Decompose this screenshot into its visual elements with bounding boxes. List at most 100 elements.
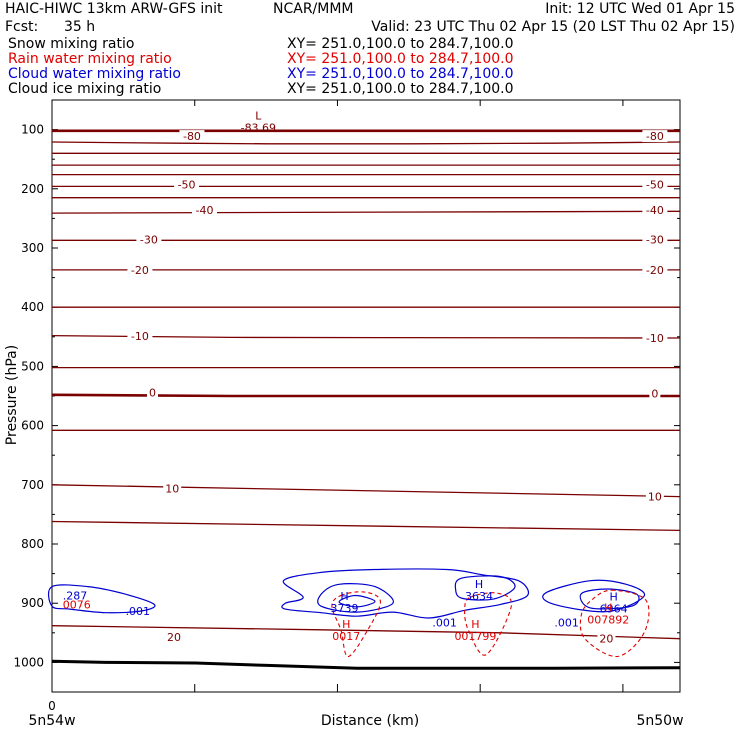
temperature-label: -30 xyxy=(140,234,158,247)
temperature-label: 10 xyxy=(165,482,179,495)
temperature-label: -40 xyxy=(646,204,664,217)
cloud_water-label: .287 xyxy=(63,590,88,603)
legend-cloud-water: Cloud water mixing ratio xyxy=(8,66,181,82)
temperature-label: -10 xyxy=(646,332,664,345)
forecast-hour: 35 h xyxy=(64,19,95,35)
temperature-label-bg xyxy=(127,330,153,343)
org-label: NCAR/MMM xyxy=(273,1,354,17)
temperature-label: -10 xyxy=(131,330,149,343)
legend-rain-xy: XY= 251.0,100.0 to 284.7,100.0 xyxy=(287,51,514,67)
x-tick-label: 0 xyxy=(48,699,56,713)
temperature-isoline xyxy=(51,210,681,214)
y-tick-label: 1000 xyxy=(13,655,44,669)
temperature-label-bg xyxy=(163,482,182,495)
legend-snow: Snow mixing ratio xyxy=(8,36,134,52)
cloud_water-label: .001 xyxy=(126,605,150,618)
legend-cloud-ice: Cloud ice mixing ratio xyxy=(8,81,161,97)
temperature-label: 20 xyxy=(599,633,613,646)
y-tick-label: 300 xyxy=(21,241,44,255)
extremum-marker: H xyxy=(340,590,348,603)
extremum-marker: L xyxy=(255,109,262,122)
temperature-label: 10 xyxy=(648,491,662,504)
y-tick-label: 400 xyxy=(21,300,44,314)
valid-time: Valid: 23 UTC Thu 02 Apr 15 (20 LST Thu … xyxy=(371,19,735,35)
temperature-label: -50 xyxy=(178,179,196,192)
temperature-label: -50 xyxy=(646,179,664,192)
temperature-isoline xyxy=(51,625,681,640)
x-start-label: 5n54w xyxy=(28,713,75,729)
temperature-label: -30 xyxy=(646,234,664,247)
temperature-label: -80 xyxy=(183,130,201,143)
y-tick-label: 600 xyxy=(21,419,44,433)
temperature-label-bg xyxy=(179,130,205,143)
extremum-value: 3739 xyxy=(330,602,358,615)
extremum-value: 007892 xyxy=(587,613,629,626)
temperature-label-bg xyxy=(127,263,153,276)
temperature-label-bg xyxy=(649,387,661,400)
y-tick-label: 500 xyxy=(21,359,44,373)
y-tick-label: 900 xyxy=(21,596,44,610)
temperature-label-bg xyxy=(174,178,200,191)
temperature-label-bg xyxy=(146,386,158,399)
extremum-marker: H xyxy=(475,578,483,591)
forecast-label: Fcst: xyxy=(5,19,38,35)
legend-cloud-water-xy: XY= 251.0,100.0 to 284.7,100.0 xyxy=(287,66,514,82)
temperature-label-bg xyxy=(165,630,184,643)
temperature-label: -20 xyxy=(646,264,664,277)
temperature-isoline xyxy=(51,484,681,498)
extremum-value: 3634 xyxy=(465,590,493,603)
init-time: Init: 12 UTC Wed 01 Apr 15 xyxy=(545,1,735,17)
temperature-label-bg xyxy=(136,233,162,246)
cloud-water-contour xyxy=(47,584,156,614)
temperature-label-bg xyxy=(642,130,668,143)
temperature-label-bg xyxy=(192,204,218,217)
extremum-value: 6964 xyxy=(600,603,628,616)
legend-cloud-ice-xy: XY= 251.0,100.0 to 284.7,100.0 xyxy=(287,81,514,97)
rain_water-label: 0076 xyxy=(63,598,91,611)
temperature-label-bg xyxy=(642,178,668,191)
extremum-marker: H xyxy=(342,618,350,631)
temperature-label: -20 xyxy=(131,264,149,277)
extremum-value: -83.69 xyxy=(241,121,276,134)
temperature-label: 20 xyxy=(167,631,181,644)
extremum-value: 001799 xyxy=(454,630,496,643)
temperature-label-bg xyxy=(642,331,668,344)
temperature-label-bg xyxy=(642,233,668,246)
extremum-marker: H xyxy=(471,618,479,631)
model-title: HAIC-HIWC 13km ARW-GFS init xyxy=(5,1,223,17)
temperature-isoline xyxy=(51,141,681,145)
y-tick-label: 800 xyxy=(21,537,44,551)
temperature-label-bg xyxy=(597,632,616,645)
temperature-label-bg xyxy=(642,204,668,217)
y-tick-label: 700 xyxy=(21,478,44,492)
y-axis-title: Pressure (hPa) xyxy=(4,345,20,445)
cloud_water-label: .001 xyxy=(554,617,579,630)
temperature-label: -80 xyxy=(646,130,664,143)
legend-snow-xy: XY= 251.0,100.0 to 284.7,100.0 xyxy=(287,36,514,52)
extremum-marker: H xyxy=(609,591,617,604)
x-axis-title: Distance (km) xyxy=(321,713,419,729)
legend-rain: Rain water mixing ratio xyxy=(8,51,172,67)
temperature-label: -40 xyxy=(196,204,214,217)
temperature-label: 0 xyxy=(651,388,658,401)
extremum-value: 0017 xyxy=(332,630,360,643)
extremum-marker: H xyxy=(604,601,612,614)
cloud-water-contour xyxy=(542,579,646,613)
temperature-isoline xyxy=(51,520,681,532)
x-end-label: 5n50w xyxy=(636,713,683,729)
cloud-water-contour xyxy=(317,583,394,613)
temperature-isoline xyxy=(51,334,681,339)
y-tick-label: 100 xyxy=(21,123,44,137)
temperature-label-bg xyxy=(642,263,668,276)
cloud-water-contour xyxy=(338,594,376,608)
cloud-water-contour xyxy=(454,575,516,601)
cloud_water-label: .001 xyxy=(432,617,457,630)
temperature-heavy-isoline xyxy=(51,393,680,398)
terrain-line xyxy=(51,659,681,670)
y-tick-label: 200 xyxy=(21,182,44,196)
rain-water-contour xyxy=(331,591,381,658)
temperature-label: 0 xyxy=(149,386,156,399)
